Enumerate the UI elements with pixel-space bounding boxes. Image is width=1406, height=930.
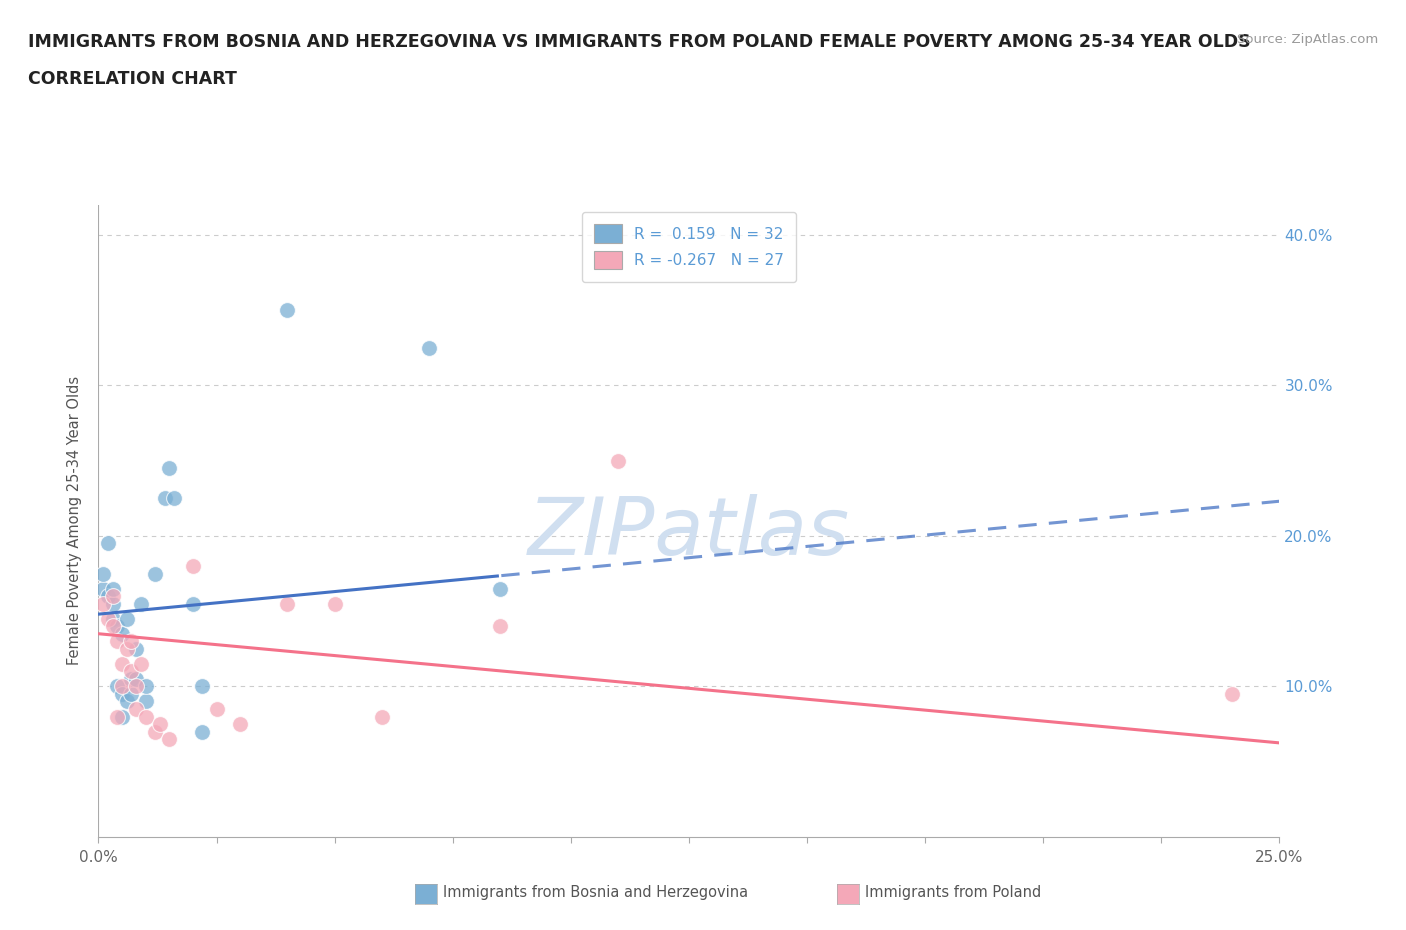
Point [101, 611, 124, 626]
Point [101, 618, 124, 633]
Point [129, 657, 152, 671]
Point [125, 671, 148, 686]
Point [276, 302, 298, 317]
Point [91, 596, 114, 611]
Point [105, 679, 128, 694]
Point [163, 491, 186, 506]
Point [181, 596, 204, 611]
Text: Immigrants from Bosnia and Herzegovina: Immigrants from Bosnia and Herzegovina [443, 885, 748, 900]
Y-axis label: Female Poverty Among 25-34 Year Olds: Female Poverty Among 25-34 Year Olds [67, 377, 83, 665]
Point [143, 566, 166, 581]
Point [135, 694, 157, 709]
Point [135, 679, 157, 694]
Point [1220, 686, 1243, 701]
Text: IMMIGRANTS FROM BOSNIA AND HERZEGOVINA VS IMMIGRANTS FROM POLAND FEMALE POVERTY : IMMIGRANTS FROM BOSNIA AND HERZEGOVINA V… [28, 33, 1251, 50]
Point [143, 724, 166, 739]
Point [157, 732, 180, 747]
Point [111, 686, 134, 701]
Point [371, 709, 394, 724]
Point [105, 634, 128, 649]
Point [97, 536, 120, 551]
Point [135, 709, 157, 724]
Point [111, 657, 134, 671]
Point [121, 671, 143, 686]
Point [153, 491, 176, 506]
Point [125, 679, 148, 694]
Point [101, 581, 124, 596]
Point [191, 724, 214, 739]
Legend: R =  0.159   N = 32, R = -0.267   N = 27: R = 0.159 N = 32, R = -0.267 N = 27 [582, 212, 796, 282]
Point [125, 701, 148, 716]
Text: Source: ZipAtlas.com: Source: ZipAtlas.com [1237, 33, 1378, 46]
Point [97, 589, 120, 604]
Point [101, 589, 124, 604]
Point [115, 611, 138, 626]
Point [191, 679, 214, 694]
Point [607, 453, 630, 468]
Point [111, 709, 134, 724]
Point [115, 642, 138, 657]
Point [276, 596, 298, 611]
Point [149, 717, 172, 732]
Point [229, 717, 252, 732]
Point [181, 559, 204, 574]
Point [97, 611, 120, 626]
Point [105, 618, 128, 633]
Point [121, 664, 143, 679]
Point [111, 626, 134, 641]
Point [205, 701, 228, 716]
Text: ZIPatlas: ZIPatlas [527, 495, 851, 573]
Point [157, 460, 180, 475]
Point [489, 581, 512, 596]
Point [323, 596, 346, 611]
Point [115, 694, 138, 709]
Text: Immigrants from Poland: Immigrants from Poland [865, 885, 1040, 900]
Point [489, 618, 512, 633]
Point [111, 679, 134, 694]
Point [105, 709, 128, 724]
Point [125, 642, 148, 657]
Text: CORRELATION CHART: CORRELATION CHART [28, 70, 238, 87]
Point [121, 634, 143, 649]
Point [91, 566, 114, 581]
Point [129, 596, 152, 611]
Point [101, 596, 124, 611]
Point [418, 340, 440, 355]
Point [121, 686, 143, 701]
Point [91, 581, 114, 596]
